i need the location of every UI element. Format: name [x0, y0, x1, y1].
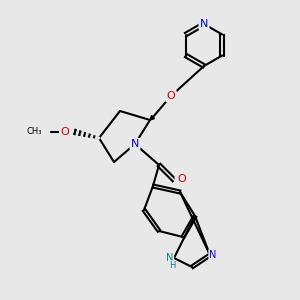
Text: O: O	[60, 127, 69, 137]
Text: O: O	[60, 127, 69, 137]
Text: H: H	[169, 261, 176, 270]
Text: N: N	[166, 253, 173, 263]
Text: N: N	[131, 139, 139, 149]
Text: N: N	[200, 19, 208, 29]
Text: O: O	[177, 173, 186, 184]
Text: N: N	[209, 250, 217, 260]
Text: N: N	[200, 19, 208, 29]
Polygon shape	[150, 116, 154, 120]
Text: O: O	[167, 91, 176, 101]
Text: CH₃: CH₃	[26, 128, 42, 136]
Text: O: O	[176, 175, 184, 185]
Text: O: O	[167, 91, 176, 101]
Text: N: N	[131, 139, 139, 149]
